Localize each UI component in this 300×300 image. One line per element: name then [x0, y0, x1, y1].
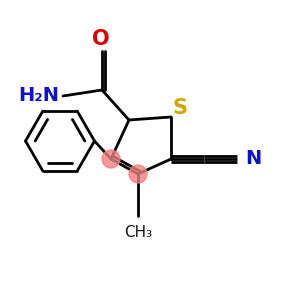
Text: O: O — [92, 29, 109, 49]
Text: H₂N: H₂N — [19, 86, 59, 106]
Text: CH₃: CH₃ — [124, 225, 152, 240]
Text: N: N — [245, 149, 262, 169]
Circle shape — [129, 165, 147, 183]
Circle shape — [102, 150, 120, 168]
Text: S: S — [172, 98, 188, 118]
